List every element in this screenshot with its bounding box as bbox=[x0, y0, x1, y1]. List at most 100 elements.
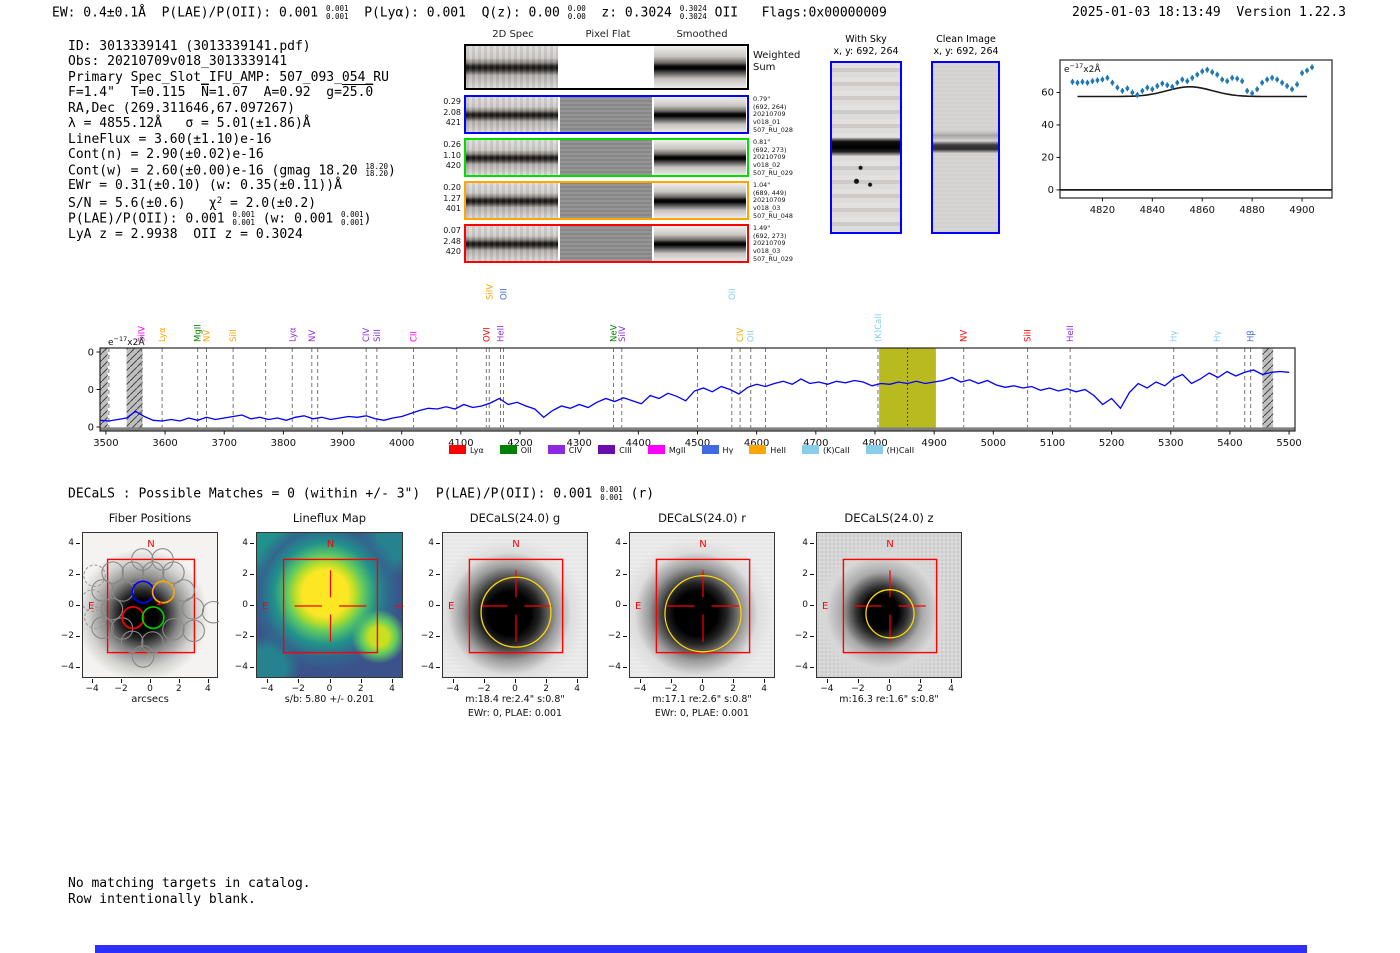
legend-swatch bbox=[865, 445, 883, 454]
x-tick-label: −4 bbox=[85, 684, 99, 694]
svg-text:4880: 4880 bbox=[1239, 205, 1264, 216]
svg-text:N: N bbox=[147, 539, 154, 550]
x-tick-label: 0 bbox=[699, 684, 705, 694]
panel-title-fiber: Fiber Positions bbox=[108, 511, 192, 525]
pixel-flat-image bbox=[560, 140, 652, 175]
x-tick bbox=[702, 679, 703, 683]
emission-line-label: SiIV bbox=[137, 326, 147, 342]
fiber-weight-labels: 0.29 2.08 421 bbox=[443, 97, 461, 127]
emission-line-label: SiII bbox=[373, 329, 383, 342]
svg-text:3800: 3800 bbox=[271, 438, 296, 449]
svg-text:E: E bbox=[448, 601, 454, 612]
y-tick bbox=[250, 636, 254, 638]
y-tick-label: −4 bbox=[794, 662, 808, 673]
panel-xlabel: arcsecs bbox=[131, 694, 169, 705]
x-tick bbox=[266, 679, 268, 683]
panel-overlay: NE bbox=[262, 539, 404, 654]
x-tick bbox=[920, 679, 922, 683]
x-tick-label: 2 bbox=[543, 684, 549, 694]
y-tick-label: 4 bbox=[242, 537, 248, 548]
info-line: RA,Dec (269.311646,67.097267) bbox=[68, 100, 295, 116]
svg-text:E: E bbox=[88, 601, 94, 612]
emission-line-label: Lyα bbox=[288, 327, 298, 342]
info-line: Obs: 20210709v018_3013339141 bbox=[68, 54, 288, 70]
x-tick bbox=[360, 679, 362, 683]
x-tick bbox=[178, 679, 180, 683]
panel-caption-2: EWr: 0, PLAE: 0.001 bbox=[467, 708, 563, 719]
y-tick-label: −2 bbox=[420, 631, 434, 642]
emission-line-label: CIV bbox=[736, 328, 746, 342]
y-tick-label: 0 bbox=[68, 600, 74, 610]
legend-swatch bbox=[449, 445, 466, 454]
footer-line: No matching targets in catalog. bbox=[68, 876, 311, 891]
info-line: LyA z = 2.9938 OII z = 0.3024 bbox=[68, 227, 303, 243]
x-tick bbox=[452, 679, 454, 683]
svg-text:50: 50 bbox=[88, 385, 94, 396]
info-line: LineFlux = 3.60(±1.10)e-16 bbox=[68, 131, 272, 147]
x-tick-label: 2 bbox=[730, 684, 736, 694]
svg-text:5100: 5100 bbox=[1040, 438, 1065, 449]
y-tick bbox=[250, 573, 254, 575]
panel-caption: m:18.4 re:2.4" s:0.8" bbox=[465, 694, 565, 705]
y-tick bbox=[436, 667, 440, 669]
x-tick-label: −2 bbox=[114, 684, 128, 694]
svg-text:E: E bbox=[635, 601, 641, 612]
smoothed-image bbox=[654, 140, 746, 175]
emission-line-label: CIV bbox=[362, 328, 372, 342]
cutout-row bbox=[464, 224, 749, 263]
emission-line-label: MgII bbox=[194, 324, 204, 342]
x-tick-label: −2 bbox=[664, 684, 678, 694]
legend-swatch bbox=[801, 445, 819, 454]
emission-line-label: SiIV bbox=[485, 284, 495, 300]
x-tick bbox=[329, 679, 331, 683]
x-tick-label: 4 bbox=[204, 684, 211, 694]
detection-info-block: ID: 3013339141 (3013339141.pdf) Obs: 2021… bbox=[68, 39, 396, 242]
svg-text:3900: 3900 bbox=[330, 438, 355, 449]
x-tick bbox=[826, 679, 828, 683]
x-tick-label: 2 bbox=[917, 684, 923, 694]
plae-poii-value: P(LAE)/P(OII): 0.001 bbox=[161, 5, 319, 21]
cutout-row bbox=[464, 181, 749, 220]
y-tick-label: 4 bbox=[428, 537, 434, 548]
panel-overlay: NE bbox=[83, 539, 219, 668]
legend-swatch bbox=[647, 445, 665, 454]
smoothed-image bbox=[654, 226, 746, 261]
x-tick-label: −4 bbox=[260, 684, 274, 694]
y-tick bbox=[810, 667, 814, 669]
info-line: S/N = 5.6(±0.6) χ2 = 2.0(±0.2) bbox=[68, 195, 317, 211]
cutout-row bbox=[464, 138, 749, 177]
y-tick bbox=[250, 605, 254, 606]
report-separator-bar bbox=[95, 945, 1307, 953]
y-tick-label: 2 bbox=[615, 568, 621, 579]
panel-title-lineflux: Lineflux Map bbox=[292, 511, 367, 525]
x-tick-label: −4 bbox=[446, 684, 460, 694]
y-tick-label: 4 bbox=[68, 537, 74, 548]
2d-spec-image bbox=[466, 140, 558, 175]
qz-uncertainty: 0.00 0.00 bbox=[567, 4, 586, 21]
legend-item: OII bbox=[499, 445, 532, 455]
y-tick-label: 0 bbox=[242, 600, 248, 610]
legend-item: Lyα bbox=[449, 445, 484, 455]
svg-text:4400: 4400 bbox=[626, 438, 651, 449]
emission-line-label: (K)CaII bbox=[874, 314, 884, 342]
panel-caption: m:17.1 re:2.6" s:0.8" bbox=[652, 694, 752, 705]
emission-line-label: HeII bbox=[497, 325, 507, 342]
y-tick bbox=[623, 636, 627, 638]
fiber-weight-labels: 0.20 1.27 401 bbox=[443, 183, 461, 213]
svg-text:4820: 4820 bbox=[1090, 205, 1115, 216]
info-line: P(LAE)/P(OII): 0.001 0.001 0.001 (w: 0.00… bbox=[68, 210, 372, 228]
x-tick-label: −2 bbox=[851, 684, 865, 694]
pixel-flat-image bbox=[560, 183, 652, 218]
x-tick-label: 4 bbox=[574, 684, 580, 694]
report-version: Version 1.22.3 bbox=[1236, 5, 1346, 20]
svg-text:5400: 5400 bbox=[1217, 438, 1242, 449]
y-tick-label: −2 bbox=[234, 631, 248, 642]
x-tick-label: 0 bbox=[147, 684, 153, 694]
plae-poii-uncertainty: 0.001 0.001 bbox=[325, 4, 349, 21]
emission-line-label: OII bbox=[499, 288, 509, 300]
spectrum-legend: Lyα OII CIV CIII MgII Hγ HeII (K)CaII (H)CaII bbox=[449, 445, 914, 455]
svg-text:60: 60 bbox=[1041, 87, 1054, 98]
